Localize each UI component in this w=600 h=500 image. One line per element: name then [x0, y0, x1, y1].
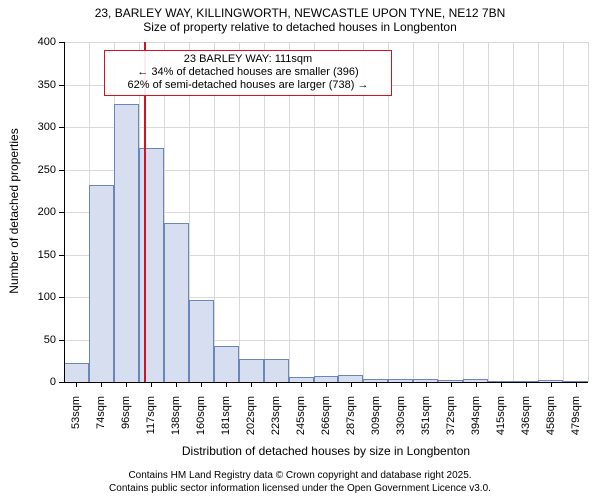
annotation-box: 23 BARLEY WAY: 111sqm← 34% of detached h… [104, 50, 392, 96]
x-tick [126, 382, 127, 387]
grid-line-v [463, 42, 464, 382]
histogram-bar [64, 363, 89, 382]
y-tick-label: 150 [38, 249, 56, 261]
chart-title: 23, BARLEY WAY, KILLINGWORTH, NEWCASTLE … [0, 6, 600, 35]
footer: Contains HM Land Registry data © Crown c… [0, 470, 600, 495]
grid-line-h [64, 127, 588, 128]
title-line-2: Size of property relative to detached ho… [0, 20, 600, 34]
x-tick [151, 382, 152, 387]
chart-container: 23, BARLEY WAY, KILLINGWORTH, NEWCASTLE … [0, 0, 600, 500]
x-tick [451, 382, 452, 387]
x-tick [276, 382, 277, 387]
y-axis-line [64, 42, 65, 382]
histogram-bar [89, 185, 114, 382]
y-tick-label: 200 [38, 206, 56, 218]
grid-line-v [538, 42, 539, 382]
y-tick [59, 85, 64, 86]
x-tick [101, 382, 102, 387]
y-tick-label: 100 [38, 291, 56, 303]
y-tick-label: 400 [38, 36, 56, 48]
histogram-bar [139, 148, 164, 382]
y-tick [59, 340, 64, 341]
x-tick [301, 382, 302, 387]
y-tick-label: 50 [44, 334, 56, 346]
histogram-bar [338, 375, 363, 382]
histogram-bar [264, 359, 289, 382]
x-tick [501, 382, 502, 387]
y-tick [59, 127, 64, 128]
footer-line-2: Contains public sector information licen… [0, 483, 600, 496]
x-tick [526, 382, 527, 387]
annotation-line-2: ← 34% of detached houses are smaller (39… [111, 66, 385, 79]
histogram-bar [239, 359, 264, 382]
title-line-1: 23, BARLEY WAY, KILLINGWORTH, NEWCASTLE … [0, 6, 600, 20]
x-tick [426, 382, 427, 387]
y-tick-label: 250 [38, 164, 56, 176]
grid-line-v [413, 42, 414, 382]
grid-line-v [563, 42, 564, 382]
x-tick [401, 382, 402, 387]
x-tick [376, 382, 377, 387]
x-tick [476, 382, 477, 387]
grid-line-v [488, 42, 489, 382]
x-tick [551, 382, 552, 387]
x-tick [251, 382, 252, 387]
grid-line-h [64, 42, 588, 43]
histogram-bar [189, 300, 214, 382]
x-tick [76, 382, 77, 387]
histogram-bar [164, 223, 189, 382]
x-tick [576, 382, 577, 387]
y-tick [59, 42, 64, 43]
annotation-line-3: 62% of semi-detached houses are larger (… [111, 79, 385, 92]
y-tick [59, 255, 64, 256]
y-tick [59, 212, 64, 213]
grid-line-v [438, 42, 439, 382]
y-tick-label: 0 [50, 376, 56, 388]
x-tick [176, 382, 177, 387]
x-tick [351, 382, 352, 387]
y-tick [59, 170, 64, 171]
y-axis-label: Number of detached properties [7, 41, 21, 381]
y-tick [59, 382, 64, 383]
histogram-bar [214, 346, 239, 382]
x-axis-label: Distribution of detached houses by size … [64, 444, 588, 458]
footer-line-1: Contains HM Land Registry data © Crown c… [0, 470, 600, 483]
y-tick-label: 300 [38, 121, 56, 133]
x-tick [226, 382, 227, 387]
grid-line-v [588, 42, 589, 382]
grid-line-v [513, 42, 514, 382]
histogram-bar [114, 104, 139, 382]
x-tick [326, 382, 327, 387]
y-tick-label: 350 [38, 79, 56, 91]
annotation-line-1: 23 BARLEY WAY: 111sqm [111, 53, 385, 66]
x-tick [201, 382, 202, 387]
plot-area: 23 BARLEY WAY: 111sqm← 34% of detached h… [64, 42, 588, 382]
y-tick [59, 297, 64, 298]
